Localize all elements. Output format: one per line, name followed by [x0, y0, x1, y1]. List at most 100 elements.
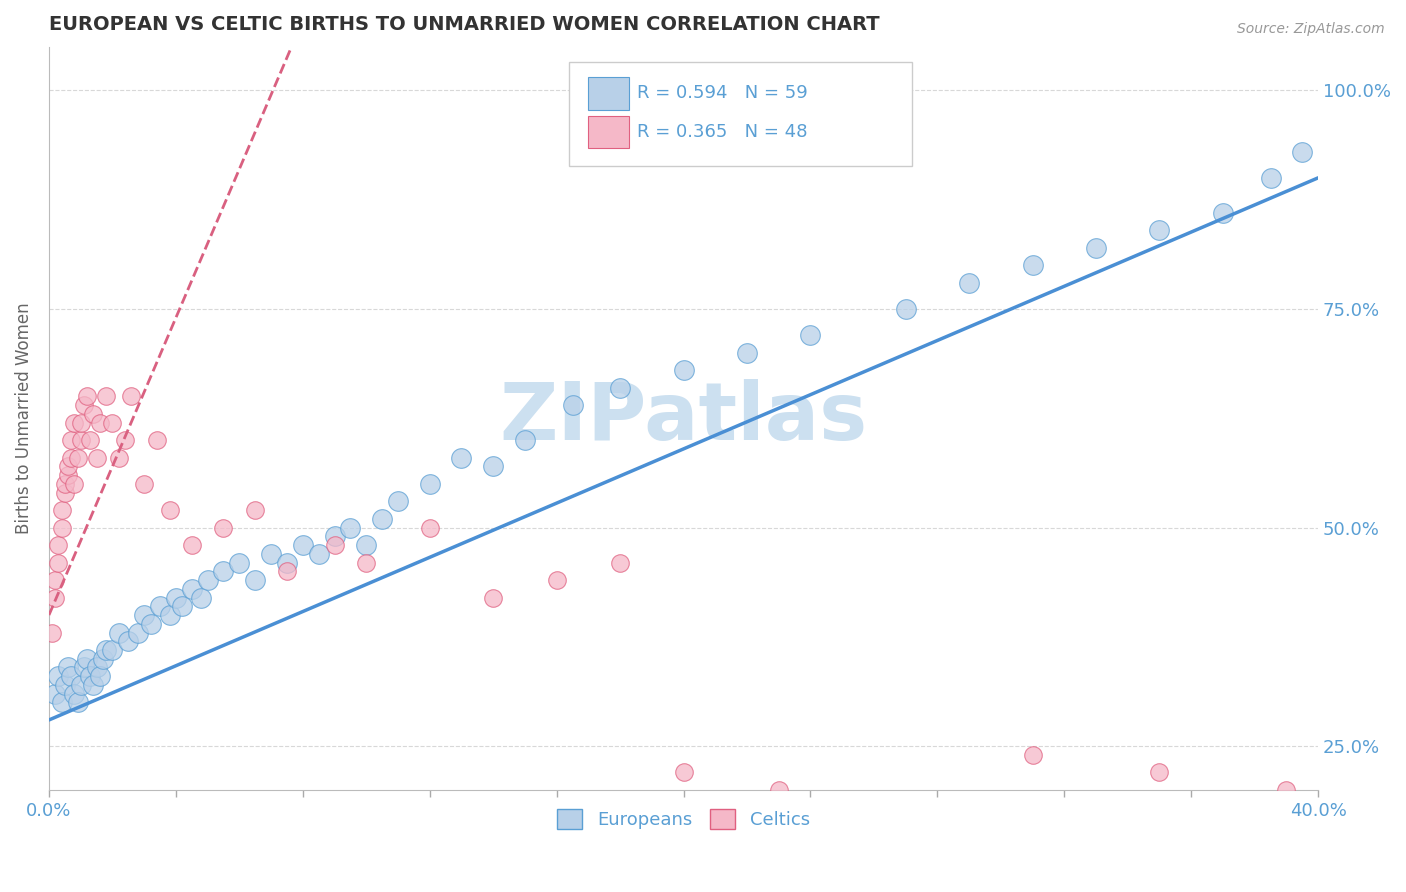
Point	[41, 625, 63, 640]
Point	[127, 625, 149, 640]
Point	[114, 433, 136, 447]
Point	[1021, 747, 1043, 762]
Point	[76, 652, 98, 666]
Point	[73, 398, 96, 412]
FancyBboxPatch shape	[588, 77, 628, 110]
Point	[94, 389, 117, 403]
Point	[387, 494, 409, 508]
Text: ZIPatlas: ZIPatlas	[499, 379, 868, 458]
Point	[323, 529, 346, 543]
Point	[1260, 170, 1282, 185]
Point	[735, 345, 758, 359]
Point	[190, 591, 212, 605]
Point	[197, 573, 219, 587]
Point	[73, 660, 96, 674]
Point	[60, 669, 83, 683]
Point	[53, 485, 76, 500]
Point	[101, 416, 124, 430]
FancyBboxPatch shape	[569, 62, 912, 166]
Point	[86, 450, 108, 465]
Point	[260, 547, 283, 561]
Point	[76, 389, 98, 403]
Point	[91, 652, 114, 666]
Y-axis label: Births to Unmarried Women: Births to Unmarried Women	[15, 302, 32, 534]
Point	[48, 538, 70, 552]
Point	[1149, 765, 1171, 780]
Point	[60, 433, 83, 447]
Point	[48, 669, 70, 683]
Point	[107, 450, 129, 465]
Point	[291, 538, 314, 552]
Point	[56, 459, 79, 474]
Point	[63, 416, 86, 430]
Point	[672, 363, 695, 377]
Point	[356, 556, 378, 570]
Text: R = 0.365   N = 48: R = 0.365 N = 48	[637, 123, 807, 141]
Point	[894, 800, 917, 814]
Point	[180, 582, 202, 596]
Point	[48, 556, 70, 570]
Point	[513, 433, 536, 447]
Point	[101, 643, 124, 657]
Point	[51, 696, 73, 710]
Point	[69, 678, 91, 692]
Point	[672, 765, 695, 780]
Point	[561, 398, 583, 412]
Point	[44, 573, 66, 587]
Point	[53, 678, 76, 692]
Point	[1021, 258, 1043, 272]
Point	[159, 503, 181, 517]
Point	[799, 328, 821, 343]
Point	[546, 573, 568, 587]
Point	[86, 660, 108, 674]
Point	[212, 564, 235, 578]
FancyBboxPatch shape	[588, 116, 628, 148]
Point	[139, 616, 162, 631]
Point	[94, 643, 117, 657]
Point	[276, 564, 298, 578]
Point	[79, 433, 101, 447]
Point	[56, 468, 79, 483]
Point	[894, 301, 917, 316]
Point	[82, 678, 104, 692]
Point	[276, 556, 298, 570]
Point	[159, 607, 181, 622]
Point	[768, 783, 790, 797]
Point	[89, 669, 111, 683]
Point	[356, 538, 378, 552]
Point	[63, 476, 86, 491]
Point	[180, 538, 202, 552]
Point	[79, 669, 101, 683]
Text: Source: ZipAtlas.com: Source: ZipAtlas.com	[1237, 22, 1385, 37]
Point	[51, 520, 73, 534]
Point	[245, 503, 267, 517]
Point	[56, 660, 79, 674]
Point	[450, 450, 472, 465]
Point	[1275, 783, 1298, 797]
Point	[66, 696, 89, 710]
Point	[63, 687, 86, 701]
Point	[419, 476, 441, 491]
Point	[172, 599, 194, 614]
Point	[1149, 223, 1171, 237]
Point	[117, 634, 139, 648]
Point	[482, 591, 505, 605]
Point	[134, 476, 156, 491]
Text: R = 0.594   N = 59: R = 0.594 N = 59	[637, 85, 807, 103]
Point	[107, 625, 129, 640]
Legend: Europeans, Celtics: Europeans, Celtics	[550, 801, 817, 837]
Point	[609, 556, 631, 570]
Point	[371, 512, 394, 526]
Point	[1291, 145, 1313, 159]
Point	[134, 607, 156, 622]
Point	[60, 450, 83, 465]
Point	[957, 276, 980, 290]
Point	[419, 520, 441, 534]
Point	[66, 450, 89, 465]
Point	[53, 476, 76, 491]
Point	[228, 556, 250, 570]
Point	[1212, 206, 1234, 220]
Point	[89, 416, 111, 430]
Point	[44, 687, 66, 701]
Point	[44, 591, 66, 605]
